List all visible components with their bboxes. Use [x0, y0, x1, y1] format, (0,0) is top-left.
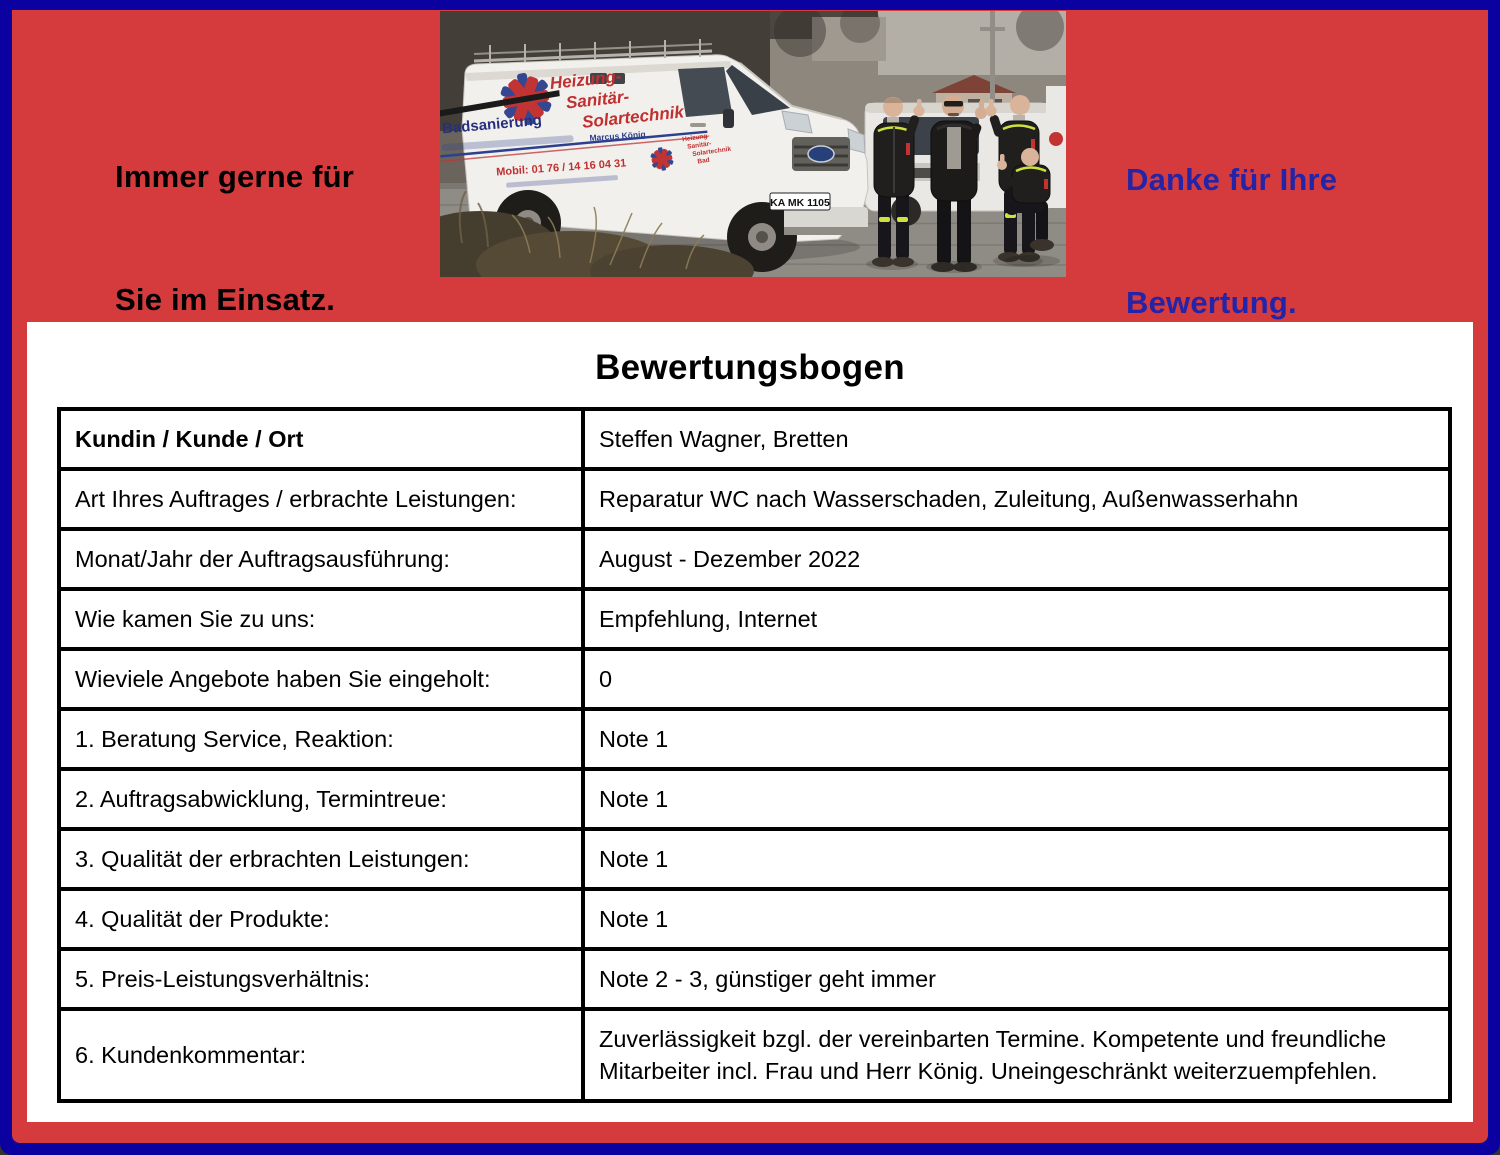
- tagline-left: Immer gerne für Sie im Einsatz.: [115, 74, 354, 402]
- row-value: Zuverlässigkeit bzgl. der vereinbarten T…: [581, 1007, 1452, 1103]
- tagline-left-line1: Immer gerne für: [115, 159, 355, 194]
- team-photo: KA MK 1105 Hei: [440, 11, 1066, 277]
- row-label: 5. Preis-Leistungsverhältnis:: [57, 947, 585, 1011]
- row-value: Reparatur WC nach Wasserschaden, Zuleitu…: [581, 467, 1452, 531]
- table-row: Monat/Jahr der Auftragsausführung: Augus…: [57, 527, 1452, 591]
- license-plate: KA MK 1105: [769, 192, 831, 211]
- table-row: 2. Auftragsabwicklung, Termintreue: Note…: [57, 767, 1452, 831]
- utility-pole: [990, 11, 995, 161]
- row-value: Note 1: [581, 887, 1452, 951]
- row-label: 1. Beratung Service, Reaktion:: [57, 707, 585, 771]
- table-row: Wieviele Angebote haben Sie eingeholt: 0: [57, 647, 1452, 711]
- tagline-right-line2: Bewertung.: [1126, 285, 1297, 320]
- table-row: 4. Qualität der Produkte: Note 1: [57, 887, 1452, 951]
- row-value: Note 1: [581, 767, 1452, 831]
- team-member-4: [997, 148, 1060, 267]
- team-members: [866, 95, 1060, 273]
- review-form-table: Kundin / Kunde / Ort Steffen Wagner, Bre…: [57, 407, 1452, 1103]
- row-value: Steffen Wagner, Bretten: [581, 407, 1452, 471]
- tagline-left-line2: Sie im Einsatz.: [115, 282, 336, 317]
- table-row: Wie kamen Sie zu uns: Empfehlung, Intern…: [57, 587, 1452, 651]
- table-row: Art Ihres Auftrages / erbrachte Leistung…: [57, 467, 1452, 531]
- table-row: 5. Preis-Leistungsverhältnis: Note 2 - 3…: [57, 947, 1452, 1011]
- table-row: Kundin / Kunde / Ort Steffen Wagner, Bre…: [57, 407, 1452, 471]
- row-label: Wieviele Angebote haben Sie eingeholt:: [57, 647, 585, 711]
- tagline-right: Danke für Ihre Bewertung.: [1126, 77, 1337, 405]
- row-value: Note 1: [581, 827, 1452, 891]
- ford-oval-badge: [807, 145, 835, 163]
- row-value: Note 2 - 3, günstiger geht immer: [581, 947, 1452, 1011]
- roof-rack: [473, 39, 713, 63]
- row-label: 6. Kundenkommentar:: [57, 1007, 585, 1103]
- team-member-2: [926, 95, 987, 273]
- team-photo-illustration: KA MK 1105 Hei: [440, 11, 1066, 277]
- row-label: 4. Qualität der Produkte:: [57, 887, 585, 951]
- team-member-1: [866, 97, 925, 270]
- row-label: Kundin / Kunde / Ort: [57, 407, 585, 471]
- row-label: 2. Auftragsabwicklung, Termintreue:: [57, 767, 585, 831]
- row-label: Wie kamen Sie zu uns:: [57, 587, 585, 651]
- foreground-bushes: [440, 190, 754, 277]
- svg-text:Bad: Bad: [697, 157, 710, 166]
- svg-text:Marcus König: Marcus König: [589, 129, 646, 143]
- review-panel: Bewertungsbogen Kundin / Kunde / Ort Ste…: [27, 322, 1473, 1122]
- van-pinstripe: Marcus König: [440, 129, 708, 163]
- row-value: August - Dezember 2022: [581, 527, 1452, 591]
- row-label: Monat/Jahr der Auftragsausführung:: [57, 527, 585, 591]
- company-logo-small: [650, 147, 674, 171]
- tagline-right-line1: Danke für Ihre: [1126, 162, 1338, 197]
- row-value: Note 1: [581, 707, 1452, 771]
- row-label: 3. Qualität der erbrachten Leistungen:: [57, 827, 585, 891]
- form-table-body: Kundin / Kunde / Ort Steffen Wagner, Bre…: [57, 407, 1452, 1103]
- row-label: Art Ihres Auftrages / erbrachte Leistung…: [57, 467, 585, 531]
- form-title: Bewertungsbogen: [595, 348, 905, 387]
- row-value: Empfehlung, Internet: [581, 587, 1452, 651]
- row-value: 0: [581, 647, 1452, 711]
- table-row: 6. Kundenkommentar: Zuverlässigkeit bzgl…: [57, 1007, 1452, 1103]
- table-row: 3. Qualität der erbrachten Leistungen: N…: [57, 827, 1452, 891]
- company-van: KA MK 1105 Hei: [440, 39, 869, 272]
- svg-text:Sanitär-: Sanitär-: [687, 140, 712, 150]
- svg-text:KA MK 1105: KA MK 1105: [770, 197, 830, 209]
- svg-text:Heizung-: Heizung-: [682, 133, 710, 144]
- table-row: 1. Beratung Service, Reaktion: Note 1: [57, 707, 1452, 771]
